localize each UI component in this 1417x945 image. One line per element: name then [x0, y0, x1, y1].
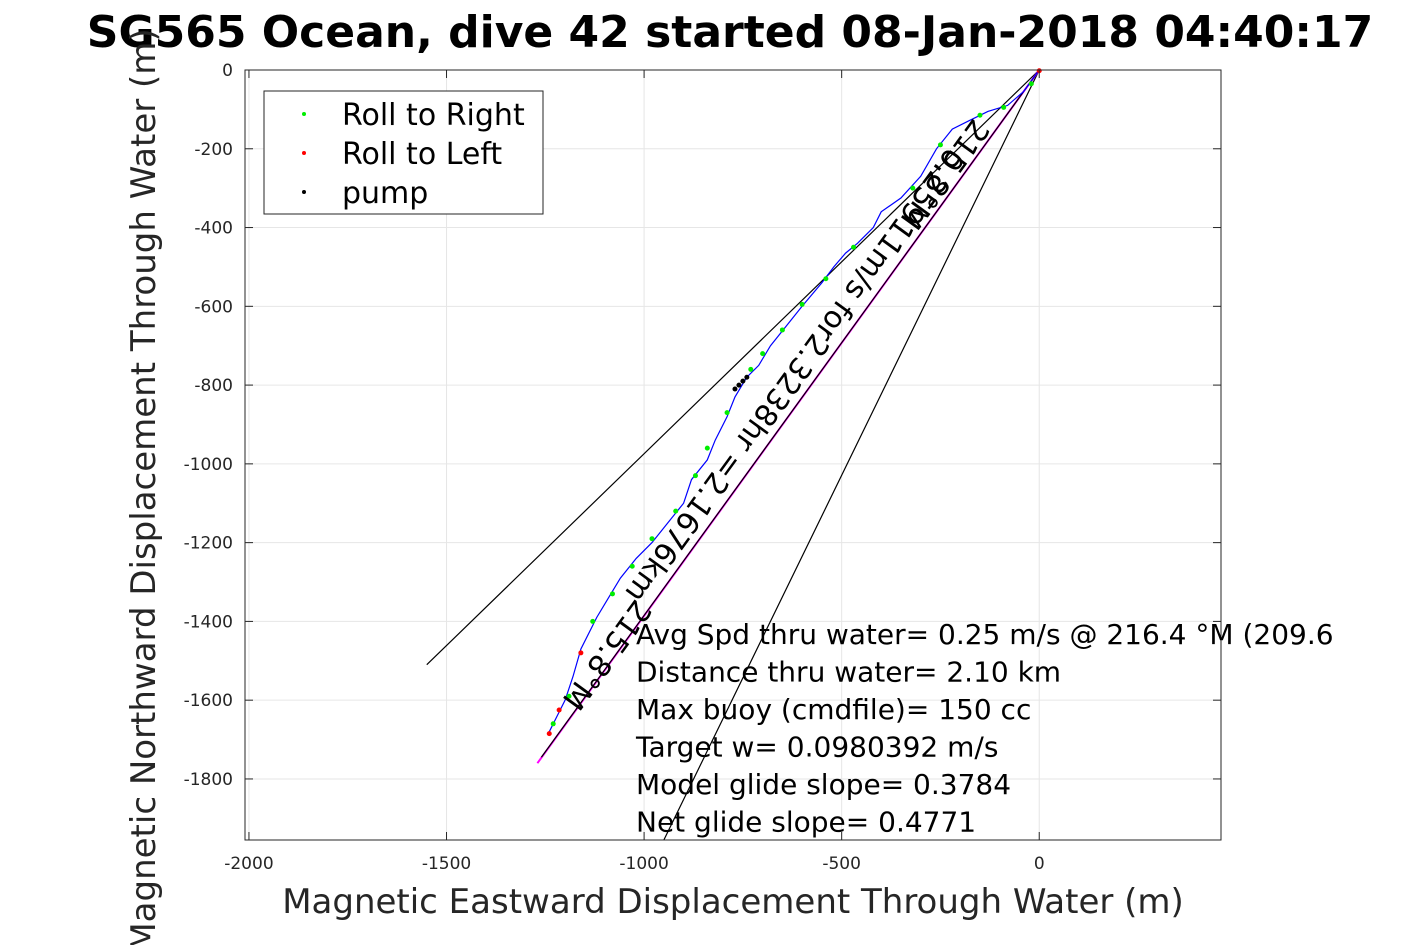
data-layer	[426, 68, 1042, 841]
info-line: Target w= 0.0980392 m/s	[635, 731, 998, 764]
roll-right-point	[977, 112, 983, 118]
x-axis-label: Magnetic Eastward Displacement Through W…	[282, 882, 1184, 922]
tick-layer: -2000 -1500 -1000 -500 0 0 -200 -400 -600 -800 -10…	[184, 61, 1221, 874]
y-tick-label: 0	[222, 61, 233, 81]
plot-frame	[244, 69, 1222, 841]
y-tick-label: -800	[194, 376, 233, 396]
info-line: Model glide slope= 0.3784	[636, 768, 1011, 801]
roll-right-point	[1001, 104, 1007, 110]
heading-line-1	[426, 69, 1040, 666]
x-tick-label: -1000	[619, 854, 668, 874]
y-tick-label: -1400	[184, 612, 233, 632]
roll-right-point	[1028, 81, 1034, 87]
roll-right-point	[823, 276, 829, 282]
x-tick-label: -500	[822, 854, 861, 874]
roll-right-point	[779, 327, 785, 333]
roll-right-point	[724, 410, 730, 416]
y-tick-label: -1000	[184, 455, 233, 475]
roll-left-point	[556, 707, 562, 713]
roll-right-point	[799, 301, 805, 307]
pump-point	[744, 374, 750, 380]
roll-right-point	[550, 721, 556, 727]
y-tick-label: -1600	[184, 691, 233, 711]
track-line	[548, 69, 1040, 732]
roll-right-point	[937, 142, 943, 148]
legend-marker	[302, 151, 306, 155]
roll-right-point	[910, 185, 916, 191]
legend-entry: Roll to Right	[342, 98, 525, 133]
roll-right-point	[609, 591, 615, 597]
info-line: Distance thru water= 2.10 km	[636, 656, 1061, 689]
roll-left-point	[578, 650, 584, 656]
y-tick-label: -400	[194, 219, 233, 239]
roll-right-point	[566, 693, 572, 699]
legend-entry: Roll to Left	[342, 137, 502, 172]
legend: Roll to Right Roll to Left pump	[263, 90, 544, 215]
roll-left-point	[546, 731, 552, 737]
chart-title: SG565 Ocean, dive 42 started 08-Jan-2018…	[87, 7, 1373, 58]
roll-right-point	[692, 473, 698, 479]
roll-right-point	[629, 563, 635, 569]
roll-right-point	[851, 244, 857, 250]
roll-right-point	[760, 351, 766, 357]
info-line: Net glide slope= 0.4771	[636, 806, 976, 839]
roll-right-point	[704, 445, 710, 451]
roll-right-point	[673, 508, 679, 514]
roll-right-point	[748, 366, 754, 372]
y-tick-label: -1800	[184, 770, 233, 790]
legend-box	[263, 90, 544, 215]
heading-line-2	[663, 69, 1040, 841]
info-line: Max buoy (cmdfile)= 150 cc	[636, 693, 1031, 726]
avg-velocity-line-dark	[540, 69, 1040, 758]
y-tick-label: -1200	[184, 534, 233, 554]
pump-point	[732, 386, 738, 392]
roll-right-point	[590, 618, 596, 624]
x-tick-label: 0	[1034, 854, 1045, 874]
x-tick-label: -1500	[422, 854, 471, 874]
info-line: Avg Spd thru water= 0.25 m/s @ 216.4 °M …	[636, 618, 1334, 651]
pump-point	[736, 382, 742, 388]
x-tick-label: -2000	[224, 854, 273, 874]
legend-marker	[302, 112, 306, 116]
info-box: Avg Spd thru water= 0.25 m/s @ 216.4 °M …	[635, 618, 1334, 839]
y-axis-label: Magnetic Northward Displacement Through …	[124, 28, 164, 945]
y-tick-label: -200	[194, 140, 233, 160]
legend-entry: pump	[342, 176, 428, 211]
heading-annotation: 0.25911m/s for2.3238hr =2.1676km	[618, 141, 971, 608]
y-tick-label: -600	[194, 297, 233, 317]
pump-point	[740, 378, 746, 384]
roll-right-point	[649, 536, 655, 542]
legend-marker	[302, 190, 306, 194]
